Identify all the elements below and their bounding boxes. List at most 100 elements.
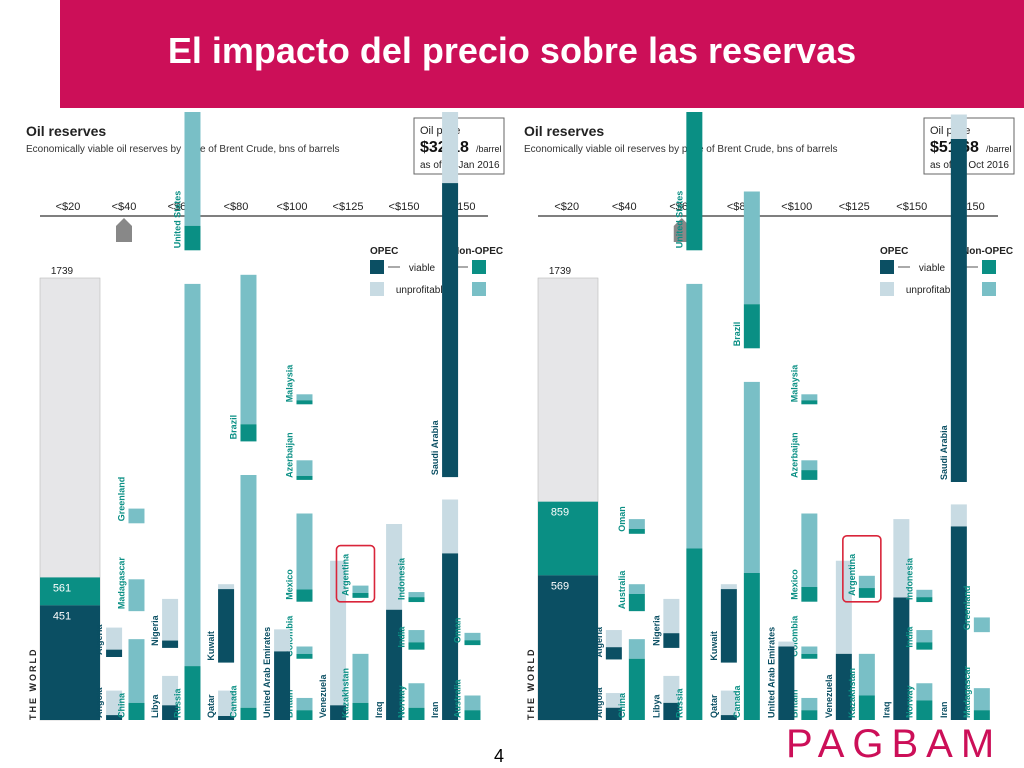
- chart-panel-oct-2016: Oil reserves Economically viable oil rese…: [520, 112, 1020, 724]
- bar-canada-viable: [743, 573, 760, 720]
- world-opec-label: 451: [53, 610, 71, 622]
- price-box: [923, 117, 1015, 175]
- country-label-canada: Canada: [732, 684, 742, 718]
- country-label-nigeria: Nigeria: [651, 614, 661, 646]
- bar-algeria-viable: [106, 649, 123, 657]
- country-label-indonesia: Indonesia: [396, 557, 406, 600]
- legend-opec-viable-swatch: [880, 260, 894, 274]
- bar-china-viable: [628, 658, 645, 720]
- bar-colombia-viable: [801, 653, 818, 659]
- legend-nonopec-viable-swatch: [982, 260, 996, 274]
- bar-brazil-unprofitable: [743, 191, 760, 305]
- bar-australia-unprofitable: [464, 695, 481, 711]
- bar-libya-unprofitable: [162, 675, 179, 706]
- country-label-greenland: Greenland: [116, 477, 126, 522]
- price-marker: [673, 218, 690, 242]
- bar-kazakhstan-unprofitable: [352, 653, 369, 703]
- chart-panel-jan-2016: Oil reserves Economically viable oil rese…: [22, 112, 510, 724]
- country-label-iraq: Iraq: [374, 701, 384, 718]
- country-label-malaysia: Malaysia: [789, 364, 799, 403]
- bar-madagascar-unprofitable: [973, 688, 990, 711]
- oil-reserves-chart-jan-2016: Oil reserves Economically viable oil rese…: [26, 112, 505, 721]
- bar-azerbaijan-unprofitable: [801, 460, 818, 471]
- country-label-algeria: Algeria: [94, 623, 104, 655]
- bar-kazakhstan-unprofitable: [858, 653, 875, 696]
- price-bucket-label: <$125: [839, 201, 870, 213]
- bar-australia-viable: [628, 594, 645, 612]
- bar-algeria-viable: [605, 647, 622, 660]
- bar-kuwait-unprofitable: [218, 584, 235, 590]
- country-label-united-arab-emirates: United Arab Emirates: [766, 627, 776, 718]
- country-label-kazakhstan: Kazakhstan: [340, 668, 350, 718]
- country-label-india: India: [904, 626, 914, 648]
- bar-united-arab-emirates-unprofitable: [778, 641, 795, 647]
- legend-viable: viable: [409, 263, 436, 274]
- bar-canada-viable: [240, 707, 257, 720]
- price-bucket-label: <$100: [277, 201, 308, 213]
- bar-oman-viable: [628, 528, 645, 534]
- bar-saudi-arabia-viable: [950, 139, 967, 482]
- bar-oman-viable: [464, 640, 481, 646]
- price-bucket-label: <$40: [612, 201, 637, 213]
- bar-britain-viable: [801, 710, 818, 720]
- bar-britain-viable: [296, 710, 313, 720]
- bar-qatar-viable: [720, 715, 737, 720]
- country-label-china: China: [116, 692, 126, 718]
- bar-argentina-viable: [858, 588, 875, 598]
- country-label-canada: Canada: [228, 684, 238, 718]
- bar-madagascar-viable: [973, 710, 990, 720]
- bar-united-states-viable: [686, 112, 703, 251]
- bar-malaysia-unprofitable: [801, 394, 818, 401]
- bar-norway-unprofitable: [408, 683, 425, 708]
- bar-angola-unprofitable: [106, 690, 123, 716]
- bar-iraq-viable: [386, 609, 403, 720]
- slide-title: El impacto del precio sobre las reservas: [167, 30, 857, 71]
- world-label: THE WORLD: [526, 648, 536, 721]
- bar-indonesia-viable: [408, 597, 425, 603]
- bar-kuwait-viable: [218, 589, 235, 663]
- country-label-malaysia: Malaysia: [284, 364, 294, 403]
- country-label-oman: Oman: [452, 618, 462, 644]
- brand-logo: PAGBAM: [786, 722, 1003, 766]
- world-total-label: 1739: [51, 266, 74, 277]
- country-label-colombia: Colombia: [789, 615, 799, 657]
- country-label-nigeria: Nigeria: [150, 614, 160, 646]
- country-label-venezuela: Venezuela: [318, 673, 328, 718]
- country-label-kazakhstan: Kazakhstan: [847, 668, 857, 718]
- price-bucket-label: <$20: [554, 201, 579, 213]
- country-label-mexico: Mexico: [284, 569, 294, 600]
- country-label-australia: Australia: [617, 570, 627, 610]
- legend-opec-unprofitable-swatch: [880, 282, 894, 296]
- legend-opec: OPEC: [880, 246, 908, 257]
- price-bucket-label: <$150: [389, 201, 420, 213]
- bar-mexico-unprofitable: [801, 513, 818, 587]
- bar-kazakhstan-viable: [352, 702, 369, 720]
- bar-venezuela-unprofitable: [835, 560, 852, 654]
- world-viable-label: 561: [53, 582, 71, 594]
- price-bucket-label: <$100: [781, 201, 812, 213]
- legend-viable: viable: [919, 263, 946, 274]
- bar-oman-unprofitable: [464, 632, 481, 641]
- bar-kuwait-viable: [720, 589, 737, 663]
- chart-title: Oil reserves: [524, 123, 604, 139]
- country-label-united-arab-emirates: United Arab Emirates: [262, 627, 272, 718]
- bar-greenland-unprofitable: [128, 508, 145, 524]
- country-label-kuwait: Kuwait: [709, 631, 719, 661]
- price-box-date: as of 22 Jan 2016: [420, 160, 500, 171]
- country-label-united-states: United States: [674, 191, 684, 249]
- world-opec-viable-bar: [538, 575, 598, 720]
- price-bucket-label: <$40: [112, 201, 137, 213]
- bar-india-viable: [916, 642, 933, 650]
- highlight-box-argentina: [842, 534, 882, 603]
- legend-nonopec-unprofitable-swatch: [982, 282, 996, 296]
- chart-subtitle: Economically viable oil reserves by pric…: [524, 144, 837, 155]
- bar-iraq-viable: [893, 597, 910, 720]
- bar-brazil-viable: [743, 304, 760, 349]
- legend-non-opec: Non-OPEC: [452, 246, 503, 257]
- price-bucket-label: <$150: [896, 201, 927, 213]
- price-box-unit: /barrel: [986, 144, 1012, 154]
- country-label-kuwait: Kuwait: [206, 631, 216, 661]
- country-label-azerbaijan: Azerbaijan: [789, 432, 799, 478]
- chart-title: Oil reserves: [26, 123, 106, 139]
- bar-nigeria-unprofitable: [663, 598, 680, 634]
